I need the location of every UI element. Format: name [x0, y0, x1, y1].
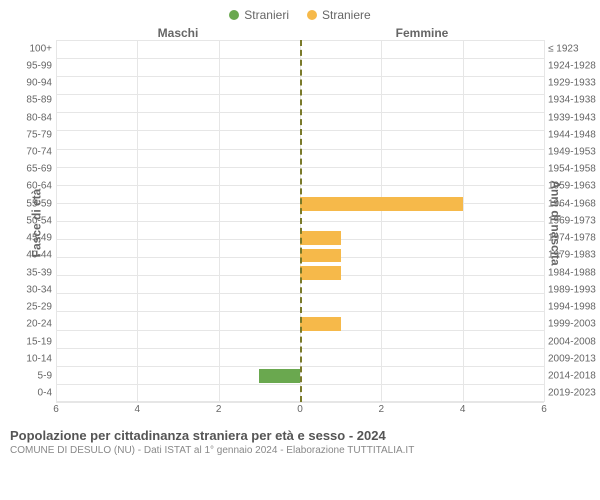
age-label: 15-19	[12, 336, 52, 347]
birth-year-label: 1954-1958	[548, 164, 600, 175]
bar-female	[300, 231, 341, 245]
header-male: Maschi	[56, 26, 300, 40]
x-tick: 2	[379, 404, 385, 415]
age-label: 85-89	[12, 95, 52, 106]
age-label: 75-79	[12, 129, 52, 140]
age-label: 55-59	[12, 198, 52, 209]
x-tick: 0	[297, 404, 303, 415]
birth-year-label: 1949-1953	[548, 147, 600, 158]
legend-label-female: Straniere	[322, 8, 371, 22]
birth-year-label: 1964-1968	[548, 198, 600, 209]
chart: Maschi Femmine Fasce di età Anni di nasc…	[0, 26, 600, 420]
chart-subtitle: COMUNE DI DESULO (NU) - Dati ISTAT al 1°…	[10, 445, 590, 456]
swatch-female	[307, 10, 317, 20]
bar-female	[300, 197, 463, 211]
header-female: Femmine	[300, 26, 544, 40]
birth-year-label: 2009-2013	[548, 353, 600, 364]
plot-area: 100+≤ 192395-991924-192890-941929-193385…	[56, 40, 544, 420]
birth-year-label: 1994-1998	[548, 302, 600, 313]
birth-year-label: 1939-1943	[548, 112, 600, 123]
birth-year-label: 1989-1993	[548, 284, 600, 295]
x-tick: 4	[135, 404, 141, 415]
age-label: 50-54	[12, 215, 52, 226]
x-tick: 4	[460, 404, 466, 415]
legend-item-female: Straniere	[307, 8, 371, 22]
bar-female	[300, 249, 341, 263]
birth-year-label: 1929-1933	[548, 78, 600, 89]
birth-year-label: 1984-1988	[548, 267, 600, 278]
age-label: 45-49	[12, 233, 52, 244]
age-label: 95-99	[12, 60, 52, 71]
bar-female	[300, 266, 341, 280]
age-label: 90-94	[12, 78, 52, 89]
age-label: 35-39	[12, 267, 52, 278]
chart-title: Popolazione per cittadinanza straniera p…	[10, 428, 590, 443]
footer: Popolazione per cittadinanza straniera p…	[0, 420, 600, 456]
age-label: 100+	[12, 43, 52, 54]
birth-year-label: ≤ 1923	[548, 43, 600, 54]
age-label: 20-24	[12, 319, 52, 330]
bar-female	[300, 317, 341, 331]
birth-year-label: 2004-2008	[548, 336, 600, 347]
x-tick: 6	[541, 404, 547, 415]
column-headers: Maschi Femmine	[56, 26, 544, 40]
legend-item-male: Stranieri	[229, 8, 289, 22]
birth-year-label: 1944-1948	[548, 129, 600, 140]
birth-year-label: 1959-1963	[548, 181, 600, 192]
age-label: 80-84	[12, 112, 52, 123]
center-divider	[300, 40, 302, 402]
birth-year-label: 1924-1928	[548, 60, 600, 71]
birth-year-label: 1969-1973	[548, 215, 600, 226]
age-label: 60-64	[12, 181, 52, 192]
birth-year-label: 1979-1983	[548, 250, 600, 261]
age-label: 0-4	[12, 388, 52, 399]
birth-year-label: 1974-1978	[548, 233, 600, 244]
x-tick: 2	[216, 404, 222, 415]
age-label: 25-29	[12, 302, 52, 313]
age-label: 70-74	[12, 147, 52, 158]
x-axis: 6 4 2 0 2 4 6	[56, 402, 544, 420]
age-label: 40-44	[12, 250, 52, 261]
age-label: 30-34	[12, 284, 52, 295]
legend: Stranieri Straniere	[0, 0, 600, 26]
bar-male	[259, 369, 300, 383]
legend-label-male: Stranieri	[244, 8, 289, 22]
birth-year-label: 1934-1938	[548, 95, 600, 106]
age-label: 65-69	[12, 164, 52, 175]
birth-year-label: 2014-2018	[548, 371, 600, 382]
birth-year-label: 1999-2003	[548, 319, 600, 330]
age-label: 5-9	[12, 371, 52, 382]
x-tick: 6	[53, 404, 59, 415]
age-label: 10-14	[12, 353, 52, 364]
birth-year-label: 2019-2023	[548, 388, 600, 399]
swatch-male	[229, 10, 239, 20]
